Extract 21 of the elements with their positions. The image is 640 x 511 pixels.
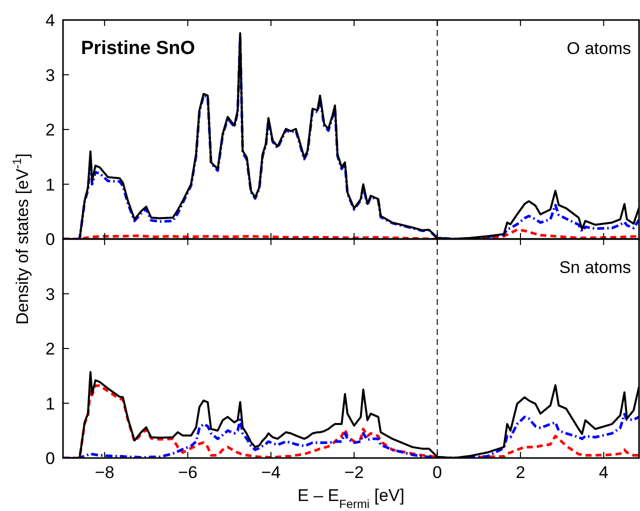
x-tick-label: −4 xyxy=(261,463,281,482)
x-tick-label: −6 xyxy=(178,463,198,482)
y-tick-label: 0 xyxy=(46,449,55,468)
y-tick-label: 1 xyxy=(46,394,55,414)
x-tick-label: 2 xyxy=(516,463,526,482)
x-tick-label: 4 xyxy=(598,463,608,482)
y-tick-label: 3 xyxy=(46,284,55,304)
x-tick-label: −8 xyxy=(94,463,114,482)
y-tick-label: 2 xyxy=(46,120,55,140)
y-tick-label: 1 xyxy=(46,175,55,194)
x-tick-label: 0 xyxy=(432,463,442,482)
text: Pristine SnO xyxy=(81,38,196,59)
annotation: O atoms xyxy=(566,39,631,58)
y-tick-label: 0 xyxy=(46,230,55,249)
y-tick-label: 4 xyxy=(46,11,55,30)
line-series xyxy=(63,412,639,458)
x-tick-label: −2 xyxy=(344,463,364,482)
y-tick-label: 2 xyxy=(46,340,55,358)
annotation: Sn atoms xyxy=(559,258,631,277)
y-tick-label: 3 xyxy=(46,66,55,85)
x-axis-title: E – E$_{Fermi}$ [eV] xyxy=(298,486,404,511)
